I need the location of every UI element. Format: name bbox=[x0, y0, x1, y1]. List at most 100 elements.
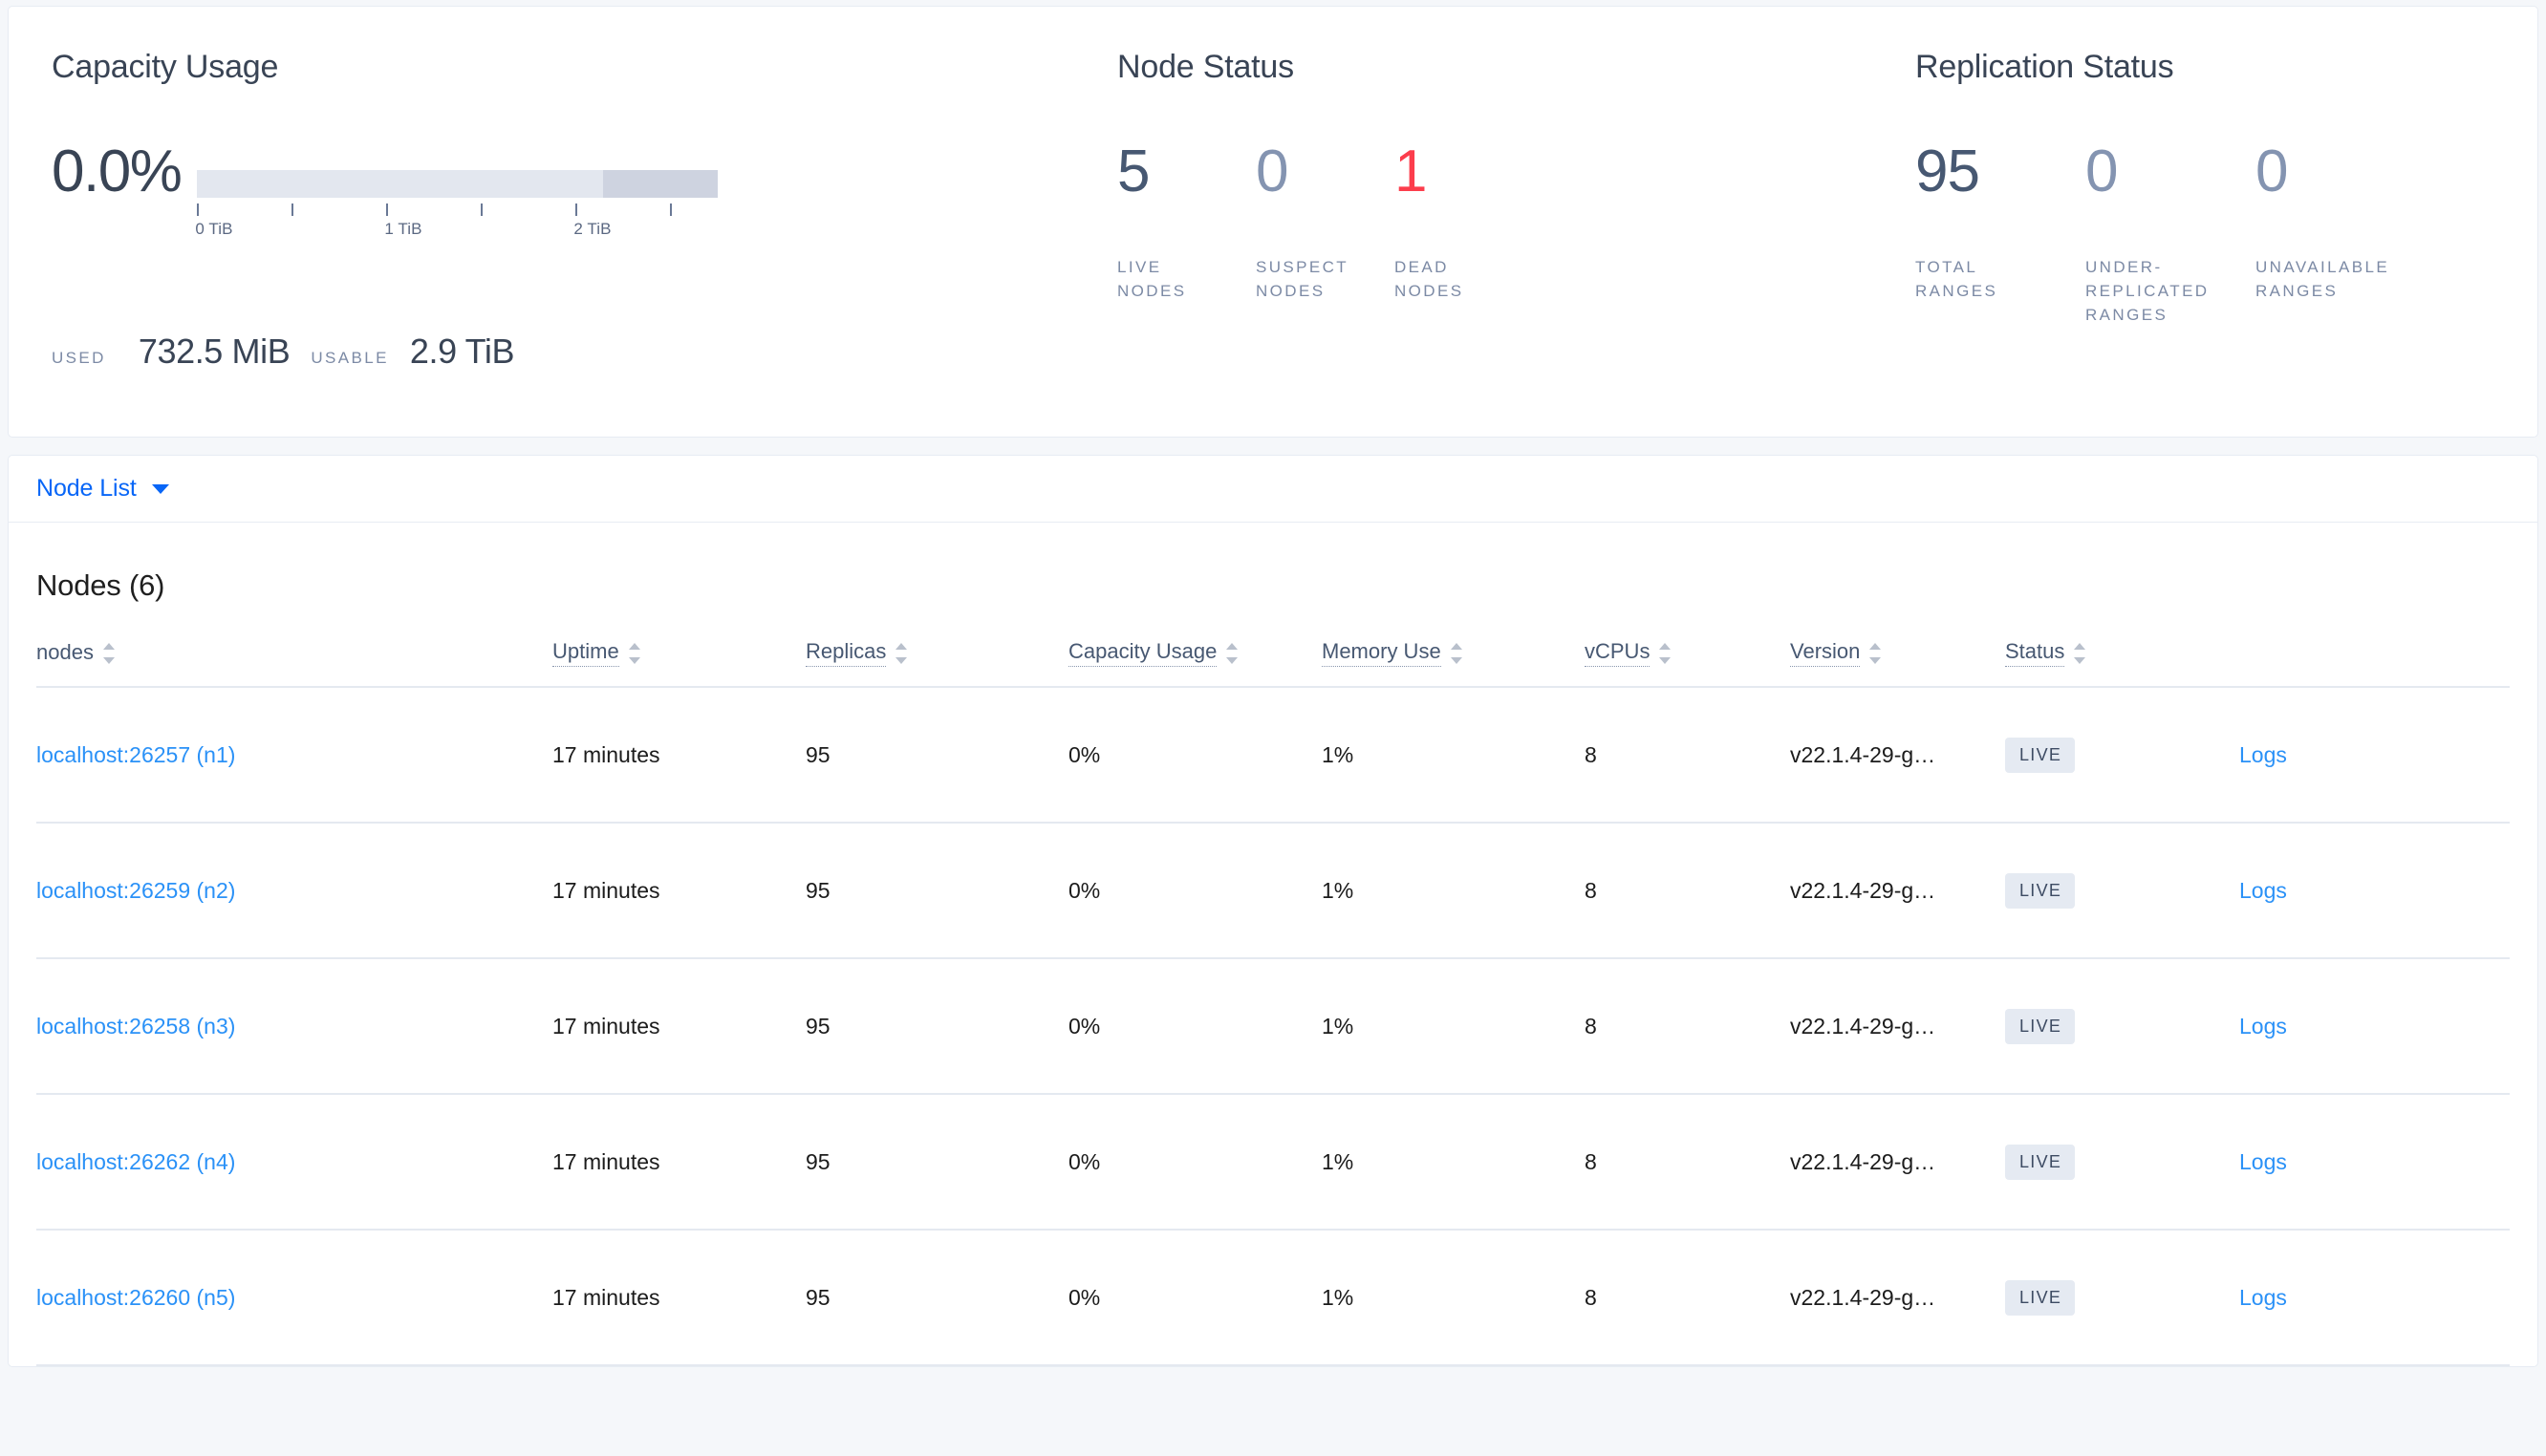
capacity-usage-gauge: 0.0% 0 TiB 1 TiB 2 bbox=[52, 139, 719, 244]
node-status-stats: 5 LIVE NODES 0 SUSPECT NODES 1 DEAD NODE… bbox=[1117, 139, 1533, 301]
axis-tick bbox=[575, 203, 578, 216]
cell-replicas: 95 bbox=[806, 823, 1068, 959]
table-row: localhost:26257 (n1) 17 minutes 95 0% 1% 8 v22… bbox=[36, 687, 2510, 824]
suspect-nodes-value: 0 bbox=[1256, 139, 1288, 204]
column-header-replicas-label: Replicas bbox=[806, 639, 887, 667]
capacity-axis: 0 TiB 1 TiB 2 TiB bbox=[195, 198, 718, 244]
under-replicated-ranges-value: 0 bbox=[2085, 139, 2118, 204]
axis-tick bbox=[481, 203, 484, 216]
column-header-version-label: Version bbox=[1790, 639, 1861, 667]
cell-replicas: 95 bbox=[806, 1230, 1068, 1366]
column-header-memory-use-label: Memory Use bbox=[1322, 639, 1441, 667]
stat-unavailable-ranges: 0 UNAVAILABLE RANGES bbox=[2255, 142, 2447, 301]
column-header-status-label: Status bbox=[2005, 639, 2065, 667]
table-header-row: nodes Uptime Replicas bbox=[36, 639, 2510, 688]
sort-arrows-icon[interactable] bbox=[1450, 641, 1462, 666]
logs-link[interactable]: Logs bbox=[2239, 741, 2287, 767]
capacity-totals: USED 732.5 MiB USABLE 2.9 TiB bbox=[52, 332, 515, 372]
sort-arrows-icon[interactable] bbox=[2074, 641, 2086, 666]
cell-capacity-usage: 0% bbox=[1068, 687, 1322, 824]
cell-status: LIVE bbox=[2005, 958, 2239, 1095]
stat-total-ranges: 95 TOTAL RANGES bbox=[1915, 142, 2085, 301]
status-badge: LIVE bbox=[2005, 737, 2076, 773]
cell-status: LIVE bbox=[2005, 1094, 2239, 1231]
node-list-dropdown-label: Node List bbox=[36, 475, 137, 502]
capacity-usage-title: Capacity Usage bbox=[52, 49, 279, 85]
axis-tick-label-2: 2 TiB bbox=[573, 220, 612, 238]
cell-uptime: 17 minutes bbox=[552, 1094, 806, 1231]
replication-status-panel: Replication Status 95 TOTAL RANGES 0 UND… bbox=[1891, 7, 2503, 437]
capacity-unusable-segment bbox=[603, 170, 719, 198]
node-link[interactable]: localhost:26262 (n4) bbox=[36, 1148, 236, 1174]
cell-uptime: 17 minutes bbox=[552, 687, 806, 824]
cell-logs: Logs bbox=[2239, 1230, 2510, 1366]
column-header-replicas[interactable]: Replicas bbox=[806, 639, 1068, 688]
sort-arrows-icon[interactable] bbox=[895, 641, 908, 666]
under-replicated-ranges-caption: UNDER- REPLICATED RANGES bbox=[2085, 258, 2210, 324]
capacity-usage-bar bbox=[197, 170, 719, 198]
cell-uptime: 17 minutes bbox=[552, 823, 806, 959]
logs-link[interactable]: Logs bbox=[2239, 1013, 2287, 1038]
node-link[interactable]: localhost:26259 (n2) bbox=[36, 877, 236, 903]
node-status-panel: Node Status 5 LIVE NODES 0 SUSPECT NODES… bbox=[1089, 7, 1891, 437]
column-header-memory-use[interactable]: Memory Use bbox=[1322, 639, 1585, 688]
stat-suspect-nodes: 0 SUSPECT NODES bbox=[1256, 139, 1394, 301]
cell-version: v22.1.4-29-g… bbox=[1790, 687, 2005, 824]
sort-arrows-icon[interactable] bbox=[1659, 641, 1672, 666]
usable-value: 2.9 TiB bbox=[409, 332, 515, 371]
status-badge: LIVE bbox=[2005, 1279, 2076, 1316]
live-nodes-caption: LIVE NODES bbox=[1117, 258, 1187, 300]
node-list-card: Node List Nodes (6) nodes Uptime bbox=[8, 455, 2538, 1367]
column-header-uptime[interactable]: Uptime bbox=[552, 639, 806, 688]
cell-memory-use: 1% bbox=[1322, 1094, 1585, 1231]
cell-version: v22.1.4-29-g… bbox=[1790, 1230, 2005, 1366]
dead-nodes-value: 1 bbox=[1394, 139, 1427, 204]
logs-link[interactable]: Logs bbox=[2239, 1148, 2287, 1174]
cell-replicas: 95 bbox=[806, 1094, 1068, 1231]
table-row: localhost:26259 (n2) 17 minutes 95 0% 1% 8 v22… bbox=[36, 823, 2510, 959]
sort-arrows-icon[interactable] bbox=[1226, 641, 1239, 666]
node-list-header: Node List bbox=[9, 456, 2537, 523]
cell-vcpus: 8 bbox=[1585, 1094, 1790, 1231]
total-ranges-caption: TOTAL RANGES bbox=[1915, 258, 1998, 300]
node-status-title: Node Status bbox=[1117, 49, 1294, 85]
cell-memory-use: 1% bbox=[1322, 687, 1585, 824]
column-header-capacity-usage[interactable]: Capacity Usage bbox=[1068, 639, 1322, 688]
node-list-dropdown[interactable]: Node List bbox=[36, 475, 169, 503]
status-badge: LIVE bbox=[2005, 872, 2076, 909]
table-row: localhost:26258 (n3) 17 minutes 95 0% 1% 8 v22… bbox=[36, 958, 2510, 1095]
column-header-nodes-label: nodes bbox=[36, 639, 94, 664]
column-header-actions bbox=[2239, 639, 2510, 688]
nodes-table: nodes Uptime Replicas bbox=[36, 639, 2510, 1366]
cell-node: localhost:26262 (n4) bbox=[36, 1094, 552, 1231]
node-link[interactable]: localhost:26260 (n5) bbox=[36, 1284, 236, 1310]
cell-replicas: 95 bbox=[806, 687, 1068, 824]
sort-arrows-icon[interactable] bbox=[102, 641, 115, 666]
sort-arrows-icon[interactable] bbox=[1869, 641, 1882, 666]
node-link[interactable]: localhost:26257 (n1) bbox=[36, 741, 236, 767]
axis-tick-label-1: 1 TiB bbox=[384, 220, 422, 238]
cell-status: LIVE bbox=[2005, 687, 2239, 824]
logs-link[interactable]: Logs bbox=[2239, 1284, 2287, 1310]
nodes-table-title: Nodes (6) bbox=[36, 568, 165, 602]
cell-status: LIVE bbox=[2005, 1230, 2239, 1366]
axis-tick bbox=[386, 203, 389, 216]
column-header-version[interactable]: Version bbox=[1790, 639, 2005, 688]
sort-arrows-icon[interactable] bbox=[628, 641, 640, 666]
cell-memory-use: 1% bbox=[1322, 823, 1585, 959]
axis-tick bbox=[291, 203, 294, 216]
cell-version: v22.1.4-29-g… bbox=[1790, 1094, 2005, 1231]
logs-link[interactable]: Logs bbox=[2239, 877, 2287, 903]
replication-status-stats: 95 TOTAL RANGES 0 UNDER- REPLICATED RANG… bbox=[1915, 139, 2447, 325]
cell-capacity-usage: 0% bbox=[1068, 823, 1322, 959]
node-link[interactable]: localhost:26258 (n3) bbox=[36, 1013, 236, 1038]
column-header-status[interactable]: Status bbox=[2005, 639, 2239, 688]
column-header-vcpus[interactable]: vCPUs bbox=[1585, 639, 1790, 688]
usable-label: USABLE bbox=[311, 349, 389, 367]
column-header-nodes[interactable]: nodes bbox=[36, 639, 552, 688]
cell-uptime: 17 minutes bbox=[552, 958, 806, 1095]
cell-capacity-usage: 0% bbox=[1068, 1230, 1322, 1366]
capacity-usage-percent: 0.0% bbox=[52, 139, 183, 204]
cell-uptime: 17 minutes bbox=[552, 1230, 806, 1366]
cell-node: localhost:26259 (n2) bbox=[36, 823, 552, 959]
